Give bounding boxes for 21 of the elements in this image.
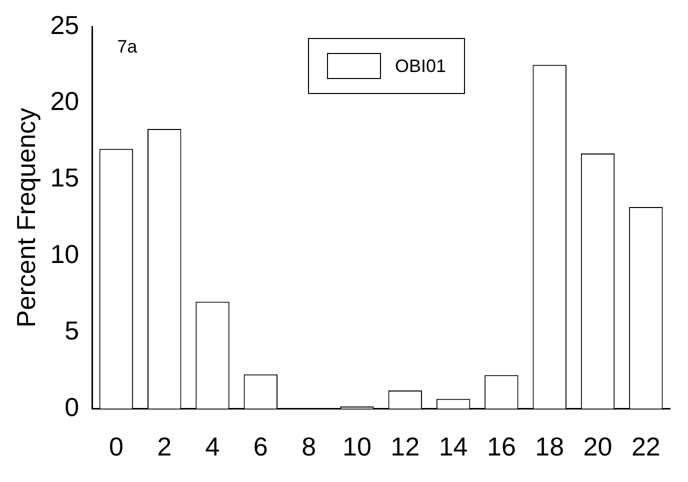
x-tick-label: 10 [342,432,372,462]
y-tick-label: 5 [64,316,80,346]
x-tick-label: 22 [631,432,660,462]
x-tick-label: 12 [390,432,420,462]
y-tick-label: 20 [50,86,80,116]
y-tick-label: 0 [64,392,80,422]
x-tick-label: 4 [205,432,220,462]
y-tick-label: 15 [50,162,80,193]
legend-frame: OBI01 [308,38,466,94]
x-tick-label: 8 [302,432,316,462]
annotation: 7a [117,36,138,57]
y-axis-title: Percent Frequency [10,108,41,328]
x-tick-label: 18 [535,432,564,462]
x-tick-label: 6 [253,432,268,462]
x-tick-label: 14 [438,432,468,462]
x-tick-label: 20 [583,432,612,462]
x-tick-label: 0 [108,432,124,462]
x-tick-label: 16 [486,432,516,462]
x-tick-label: 2 [157,432,172,462]
y-tick-label: 10 [50,239,80,270]
y-tick-label: 25 [50,10,80,40]
